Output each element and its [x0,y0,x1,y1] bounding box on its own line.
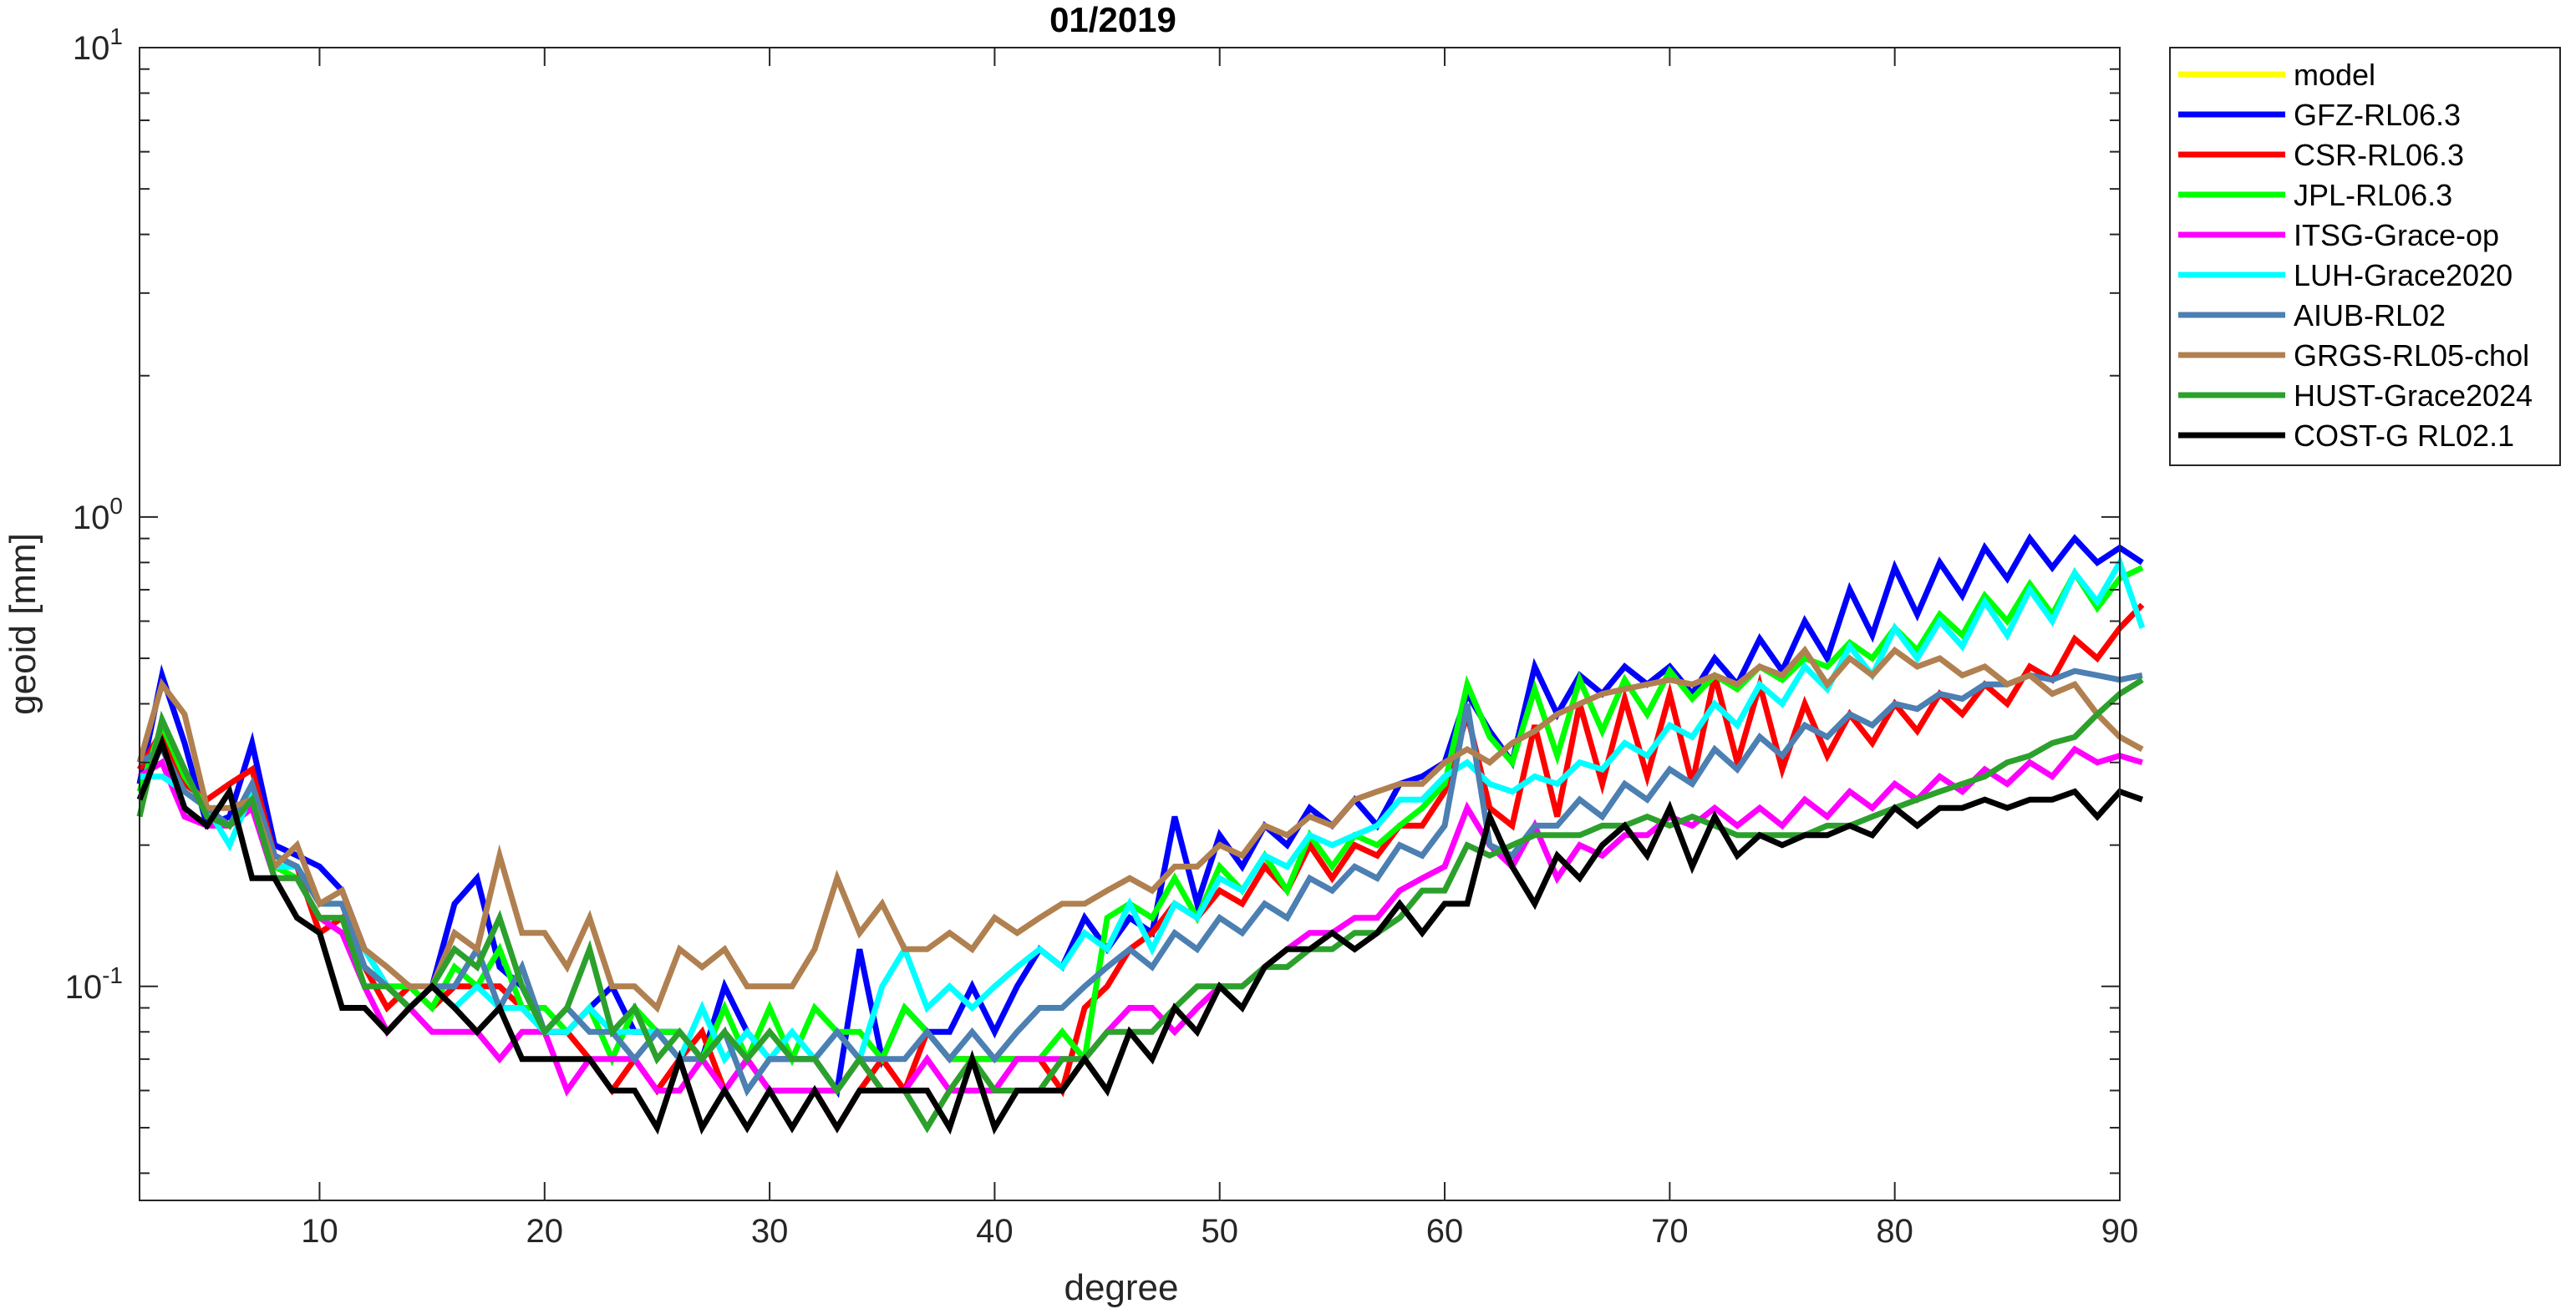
x-tick-label: 50 [1201,1213,1238,1250]
legend-label-cost-g-rl02-1: COST-G RL02.1 [2294,419,2514,453]
plot-frame [139,47,2121,1201]
series-line-aiub-rl02 [138,667,2143,1097]
legend-label-jpl-rl06-3: JPL-RL06.3 [2294,178,2452,212]
x-axis: 10 20 30 40 50 60 70 80 90 [301,48,2138,1250]
legend-label-model: model [2294,58,2375,92]
x-tick-label: 70 [1651,1213,1689,1250]
legend-label-gfz-rl06-3: GFZ-RL06.3 [2294,98,2461,132]
x-tick-label: 90 [2101,1213,2139,1250]
y-tick-label: 100 [73,493,123,536]
series-line-grgs-rl05-chol [136,645,2144,1013]
x-tick-label: 20 [526,1213,564,1250]
legend-label-itsg-grace-op: ITSG-Grace-op [2294,218,2499,252]
legend-label-aiub-rl02: AIUB-RL02 [2294,298,2446,332]
series-line-luh-grace2020 [140,555,2146,1066]
x-tick-label: 80 [1876,1213,1913,1250]
y-axis-label: geoid [mm] [3,533,43,715]
series-layer [136,533,2146,1135]
y-tick-label: 10-1 [65,962,123,1006]
legend-label-csr-rl06-3: CSR-RL06.3 [2294,138,2464,172]
y-axis: 10-1 100 101 [65,23,2120,1175]
legend-label-hust-grace2024: HUST-Grace2024 [2294,378,2533,413]
x-tick-label: 40 [976,1213,1014,1250]
x-tick-label: 10 [301,1213,338,1250]
legend-label-grgs-rl05-chol: GRGS-RL05-chol [2294,338,2529,373]
x-tick-label: 60 [1426,1213,1464,1250]
legend-label-luh-grace2020: LUH-Grace2020 [2294,258,2512,292]
y-tick-label: 101 [73,23,123,67]
series-line-cost-g-rl02-1 [136,734,2144,1135]
chart-title: 01/2019 [1049,0,1176,39]
x-tick-label: 30 [751,1213,789,1250]
legend: model GFZ-RL06.3 CSR-RL06.3 JPL-RL06.3 ITSG-… [2169,47,2561,466]
x-axis-label: degree [1064,1267,1178,1308]
